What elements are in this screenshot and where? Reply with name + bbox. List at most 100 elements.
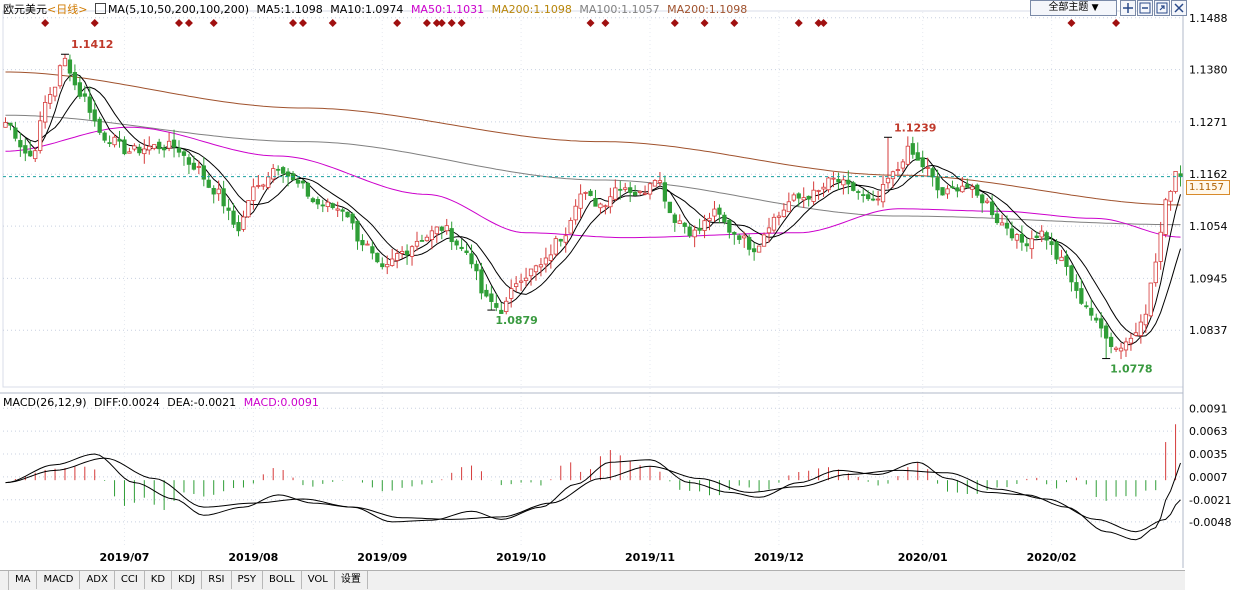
candle-body[interactable] (285, 171, 291, 177)
candle-body[interactable] (682, 222, 687, 227)
candle-body[interactable] (791, 194, 796, 201)
candle-body[interactable] (528, 268, 534, 277)
candle-body[interactable] (3, 122, 8, 128)
period-label[interactable]: <日线> (47, 3, 88, 16)
expand-icon[interactable] (1154, 0, 1170, 16)
candle-body[interactable] (826, 177, 831, 191)
candle-body[interactable] (895, 169, 901, 172)
candle-body[interactable] (870, 198, 876, 201)
tab-settings[interactable]: 设置 (335, 571, 368, 589)
candle-body[interactable] (667, 201, 672, 214)
candle-body[interactable] (1118, 347, 1124, 352)
candle-body[interactable] (360, 239, 365, 246)
candle-body[interactable] (157, 141, 162, 150)
candle-body[interactable] (186, 157, 192, 165)
candle-body[interactable] (965, 184, 970, 188)
candle-body[interactable] (82, 93, 87, 97)
candle-body[interactable] (618, 188, 623, 191)
candle-body[interactable] (414, 240, 420, 247)
candle-body[interactable] (578, 193, 583, 209)
candle-body[interactable] (861, 194, 866, 196)
candle-body[interactable] (722, 214, 727, 223)
candle-body[interactable] (280, 167, 286, 174)
candle-body[interactable] (409, 246, 415, 257)
candle-body[interactable] (568, 220, 573, 234)
candle-body[interactable] (756, 245, 762, 253)
candle-body[interactable] (811, 189, 816, 202)
candle-body[interactable] (727, 219, 732, 233)
candle-body[interactable] (697, 227, 702, 231)
candle-body[interactable] (72, 72, 78, 86)
candle-body[interactable] (940, 187, 945, 196)
candle-body[interactable] (439, 226, 444, 231)
candle-body[interactable] (300, 180, 306, 184)
event-marker[interactable] (289, 19, 298, 27)
candle-body[interactable] (573, 205, 578, 221)
candle-body[interactable] (657, 180, 663, 183)
candle-body[interactable] (365, 243, 370, 246)
candle-body[interactable] (122, 139, 127, 155)
candle-body[interactable] (960, 185, 965, 193)
candle-body[interactable] (216, 188, 221, 195)
candle-body[interactable] (1143, 313, 1148, 326)
candle-body[interactable] (647, 183, 653, 195)
candle-body[interactable] (142, 148, 147, 155)
candle-body[interactable] (310, 198, 316, 203)
event-marker[interactable] (90, 19, 99, 27)
candle-body[interactable] (305, 182, 311, 197)
candle-body[interactable] (925, 167, 930, 169)
candle-body[interactable] (449, 228, 454, 243)
candle-body[interactable] (434, 226, 439, 235)
tab-kd[interactable]: KD (145, 571, 173, 589)
tab-vol[interactable]: VOL (302, 571, 335, 589)
candle-body[interactable] (1084, 305, 1089, 308)
crosshair-icon[interactable] (1120, 0, 1136, 16)
candle-body[interactable] (171, 139, 177, 148)
candle-body[interactable] (548, 254, 553, 261)
candle-body[interactable] (479, 269, 484, 294)
candle-body[interactable] (62, 57, 68, 67)
candle-body[interactable] (1123, 341, 1129, 351)
candle-body[interactable] (256, 185, 261, 187)
candle-body[interactable] (1054, 241, 1059, 260)
event-marker[interactable] (794, 19, 803, 27)
candle-body[interactable] (880, 184, 886, 203)
candle-body[interactable] (191, 162, 197, 170)
candle-body[interactable] (989, 201, 995, 216)
candle-body[interactable] (1059, 256, 1064, 262)
candle-body[interactable] (603, 205, 608, 208)
candle-body[interactable] (766, 227, 772, 234)
candle-body[interactable] (628, 187, 633, 193)
candle-body[interactable] (390, 258, 395, 266)
candle-body[interactable] (761, 234, 767, 247)
event-marker[interactable] (1112, 19, 1121, 27)
candle-body[interactable] (866, 194, 871, 200)
candle-body[interactable] (509, 288, 514, 299)
candle-body[interactable] (469, 253, 474, 265)
candle-body[interactable] (851, 182, 856, 191)
event-marker[interactable] (601, 19, 610, 27)
candle-body[interactable] (92, 109, 97, 122)
candle-body[interactable] (905, 145, 910, 165)
candle-body[interactable] (166, 140, 172, 149)
event-marker[interactable] (432, 19, 441, 27)
candle-body[interactable] (112, 136, 117, 146)
tab-kdj[interactable]: KDJ (172, 571, 203, 589)
candle-body[interactable] (1074, 282, 1079, 291)
candle-body[interactable] (677, 220, 682, 224)
candle-body[interactable] (583, 192, 588, 194)
candle-body[interactable] (1039, 230, 1044, 238)
candle-body[interactable] (181, 151, 187, 156)
candle-body[interactable] (781, 209, 787, 217)
candle-body[interactable] (737, 235, 742, 240)
candle-body[interactable] (806, 195, 811, 200)
candle-body[interactable] (702, 220, 707, 231)
candle-body[interactable] (18, 140, 23, 148)
candle-body[interactable] (67, 59, 73, 74)
candle-body[interactable] (355, 220, 360, 242)
candle-body[interactable] (340, 209, 345, 212)
candle-body[interactable] (295, 179, 301, 184)
event-marker[interactable] (447, 19, 456, 27)
candle-body[interactable] (504, 300, 509, 312)
candle-body[interactable] (598, 203, 603, 209)
